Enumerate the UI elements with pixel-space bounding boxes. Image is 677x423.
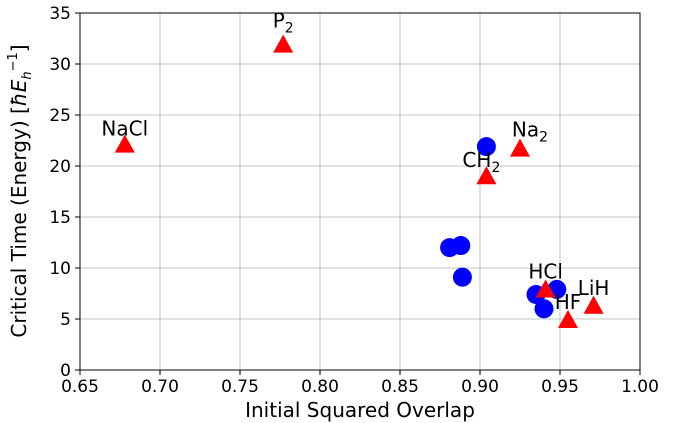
annotation-subscript: 2: [491, 160, 500, 176]
y-tick-label: 15: [49, 208, 71, 228]
annotation-subscript: 2: [539, 130, 548, 146]
data-points: [114, 34, 604, 329]
x-tick-label: 0.85: [381, 377, 419, 397]
annotation-hcl: HCl: [528, 259, 563, 283]
x-axis-label: Initial Squared Overlap: [245, 398, 475, 422]
red-triangle-point: [273, 34, 294, 53]
red-triangle-point: [510, 138, 530, 157]
annotation-text: NaCl: [101, 117, 148, 141]
y-tick-label: 35: [49, 4, 71, 24]
red-triangle-point: [583, 295, 604, 314]
y-axis-ticks: 0 5 10 15 20 25 30 35: [49, 4, 80, 381]
annotation-hf: HF: [555, 290, 582, 314]
y-tick-label: 10: [49, 259, 71, 279]
annotation-text: P: [273, 9, 285, 33]
x-tick-label: 1.00: [621, 377, 659, 397]
y-axis-label-sub: h: [20, 71, 35, 79]
y-axis-label-prefix: Critical Time (Energy) [: [7, 106, 31, 337]
annotation-ch2: CH2: [462, 148, 500, 176]
annotation-text: LiH: [578, 276, 610, 300]
y-tick-label: 30: [49, 55, 71, 75]
blue-circle-point: [451, 236, 471, 256]
y-tick-label: 25: [49, 106, 71, 126]
grid-lines: [79, 12, 641, 371]
blue-circle-point: [452, 267, 472, 287]
x-tick-label: 0.65: [61, 377, 99, 397]
red-triangle-point: [114, 134, 135, 153]
annotation-p2: P2: [273, 9, 294, 37]
blue-circle-point: [534, 299, 554, 319]
annotation-text: Na: [512, 118, 539, 142]
y-axis-label-suffix: ]: [7, 44, 31, 52]
red-triangle-point: [535, 279, 556, 298]
x-tick-label: 0.90: [461, 377, 499, 397]
annotation-subscript: 2: [285, 21, 294, 37]
blue-circle-point: [476, 137, 496, 157]
plot-frame: [79, 12, 641, 371]
annotation-na2: Na2: [512, 118, 548, 146]
annotation-lih: LiH: [578, 276, 610, 300]
x-axis-ticks: 0.65 0.70 0.75 0.80 0.85 0.90 0.95 1.00: [61, 370, 659, 397]
x-tick-label: 0.80: [301, 377, 339, 397]
annotation-text: CH: [462, 148, 491, 172]
x-tick-label: 0.70: [141, 377, 179, 397]
y-axis-label-unit: ħE: [7, 79, 31, 106]
x-tick-label: 0.95: [541, 377, 579, 397]
red-triangle-point: [558, 310, 578, 329]
red-triangle-point: [476, 166, 497, 185]
annotation-text: HF: [555, 290, 582, 314]
annotation-text: HCl: [528, 259, 563, 283]
x-tick-label: 0.75: [221, 377, 259, 397]
annotation-nacl: NaCl: [101, 117, 148, 141]
y-axis-label-sup: −1: [6, 52, 21, 71]
y-axis-label: Critical Time (Energy) [ħEh−1]: [6, 44, 35, 337]
y-tick-label: 0: [60, 361, 71, 381]
y-tick-label: 5: [60, 310, 71, 330]
y-tick-label: 20: [49, 157, 71, 177]
